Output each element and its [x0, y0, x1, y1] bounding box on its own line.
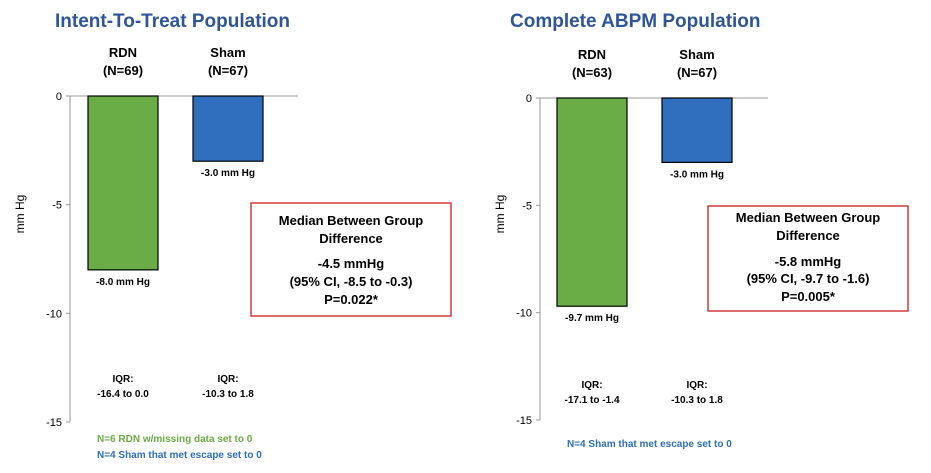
chart1-y-tick-label: -15 [46, 417, 62, 429]
chart2-y-tick-label: -10 [516, 308, 532, 320]
chart2-iqr-heading-sham: IQR: [686, 380, 707, 391]
chart2-annotation-box [707, 205, 909, 312]
chart2-y-tick-label: 0 [526, 93, 532, 105]
chart2-category-n-sham: (N=67) [677, 65, 717, 80]
chart1-iqr-value-rdn: -16.4 to 0.0 [97, 389, 149, 400]
chart1-annotation-line-2: Difference [319, 231, 383, 246]
chart1-bar-rdn [87, 95, 159, 271]
chart2-iqr-heading-rdn: IQR: [581, 380, 602, 391]
chart2-category-label-rdn: RDN [578, 47, 606, 62]
chart2-category-label-sham: Sham [679, 47, 714, 62]
chart2-annotation-line-2: Difference [776, 228, 840, 243]
chart1-annotation-line-4: (95% CI, -8.5 to -0.3) [290, 274, 413, 289]
chart1-value-label-rdn: -8.0 mm Hg [96, 277, 150, 288]
chart1-annotation-box [250, 202, 452, 317]
chart1-category-n-rdn: (N=69) [103, 63, 143, 78]
chart2-y-tick-label: -5 [522, 200, 532, 212]
chart1-footnote-2: N=4 Sham that met escape set to 0 [97, 450, 262, 461]
chart2-annotation-line-1: Median Between Group [736, 210, 881, 225]
chart2-bar-rdn [556, 97, 628, 307]
chart2-value-label-rdn: -9.7 mm Hg [565, 313, 619, 324]
chart2-annotation-line-4: (95% CI, -9.7 to -1.6) [747, 271, 870, 286]
chart1-annotation-line-1: Median Between Group [279, 213, 424, 228]
chart1-category-label-sham: Sham [210, 45, 245, 60]
chart1-iqr-heading-rdn: IQR: [112, 374, 133, 385]
chart1-category-label-rdn: RDN [109, 45, 137, 60]
chart2-annotation-line-3: -5.8 mmHg [775, 254, 842, 269]
chart2-y-tick-label: -15 [516, 415, 532, 427]
chart1-y-tick-label: -10 [46, 308, 62, 320]
chart1-annotation-line-3: -4.5 mmHg [318, 256, 385, 271]
chart2-title: Complete ABPM Population [510, 11, 761, 32]
chart1-bar-sham [192, 95, 264, 162]
chart1-y-axis-label: mm Hg [13, 195, 27, 234]
chart1-iqr-heading-sham: IQR: [217, 374, 238, 385]
chart2-category-n-rdn: (N=63) [572, 65, 612, 80]
chart1-title: Intent-To-Treat Population [55, 11, 290, 32]
chart1-y-tick-label: -5 [52, 200, 62, 212]
chart1-category-n-sham: (N=67) [208, 63, 248, 78]
chart2-value-label-sham: -3.0 mm Hg [670, 169, 724, 180]
chart1-iqr-value-sham: -10.3 to 1.8 [202, 389, 254, 400]
chart2-footnote-1: N=4 Sham that met escape set to 0 [567, 439, 732, 450]
chart2-annotation-line-5: P=0.005* [781, 289, 836, 304]
chart2-y-axis-label: mm Hg [493, 195, 507, 234]
chart2-iqr-value-sham: -10.3 to 1.8 [671, 395, 723, 406]
chart1-y-tick-label: 0 [56, 91, 62, 103]
chart1-annotation-line-5: P=0.022* [324, 292, 379, 307]
chart2-iqr-value-rdn: -17.1 to -1.4 [564, 395, 619, 406]
chart2-bar-sham [661, 97, 733, 164]
chart1-value-label-sham: -3.0 mm Hg [201, 168, 255, 179]
chart1-footnote-1: N=6 RDN w/missing data set to 0 [97, 434, 253, 445]
